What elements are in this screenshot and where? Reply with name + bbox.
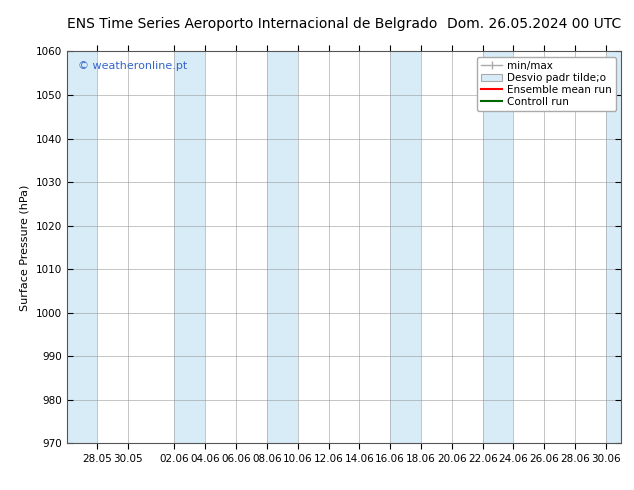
Legend: min/max, Desvio padr tilde;o, Ensemble mean run, Controll run: min/max, Desvio padr tilde;o, Ensemble m…	[477, 57, 616, 111]
Bar	[67, 51, 621, 443]
Text: ENS Time Series Aeroporto Internacional de Belgrado: ENS Time Series Aeroporto Internacional …	[67, 17, 437, 31]
Text: Dom. 26.05.2024 00 UTC: Dom. 26.05.2024 00 UTC	[447, 17, 621, 31]
Text: © weatheronline.pt: © weatheronline.pt	[77, 61, 187, 71]
Bar	[267, 51, 298, 443]
Bar	[174, 51, 205, 443]
Bar	[390, 51, 421, 443]
Bar	[482, 51, 514, 443]
Bar	[67, 51, 98, 443]
Y-axis label: Surface Pressure (hPa): Surface Pressure (hPa)	[20, 184, 30, 311]
Bar	[606, 51, 621, 443]
